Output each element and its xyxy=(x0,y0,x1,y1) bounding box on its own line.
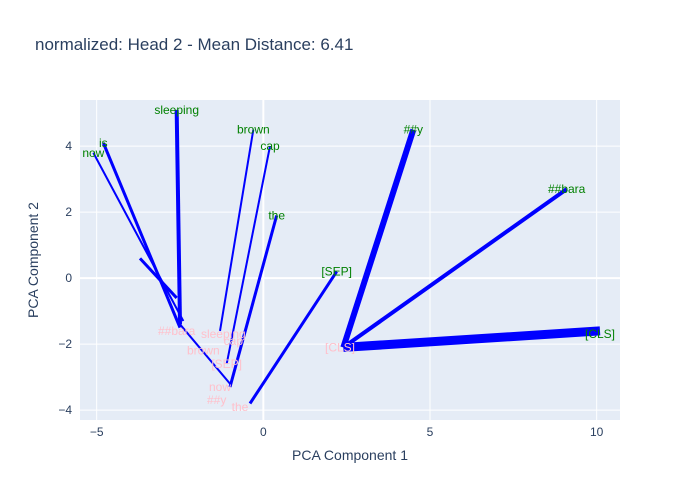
attention-edge xyxy=(225,145,271,365)
attention-edge xyxy=(174,109,182,325)
attention-edge xyxy=(343,326,601,352)
attention-edge xyxy=(340,128,417,349)
target-token-label: brown xyxy=(187,344,220,358)
chart-title: normalized: Head 2 - Mean Distance: 6.41 xyxy=(35,35,353,54)
attention-edge xyxy=(101,142,182,329)
edges xyxy=(92,109,601,405)
y-tick-label: 0 xyxy=(65,271,72,285)
attention-edge xyxy=(179,323,231,385)
target-token-label: the xyxy=(232,400,249,414)
target-token-label: [CLS] xyxy=(325,340,355,354)
attention-edge xyxy=(342,187,568,350)
plot-area xyxy=(80,100,620,420)
x-tick-label: −5 xyxy=(90,425,104,439)
y-tick-label: 2 xyxy=(65,205,72,219)
source-token-label: is xyxy=(99,136,108,150)
target-token-label: sleeping xyxy=(201,327,246,341)
source-token-label: the xyxy=(268,208,285,222)
target-token-label: ##bara xyxy=(158,324,196,338)
y-tick-label: −4 xyxy=(58,403,72,417)
source-token-label: ##bara xyxy=(548,182,586,196)
source-token-label: ##y xyxy=(404,123,423,137)
attention-edge xyxy=(228,215,279,388)
axis-ticks: −5 0 5 10 −4 −2 0 2 4 xyxy=(58,139,603,439)
x-tick-label: 0 xyxy=(260,425,267,439)
source-token-label: now xyxy=(82,146,104,160)
source-token-label: cap xyxy=(260,139,280,153)
attention-edge xyxy=(92,152,185,322)
y-tick-label: −2 xyxy=(58,337,72,351)
source-token-label: sleeping xyxy=(154,103,199,117)
target-token-label: [SEP] xyxy=(211,357,242,371)
attention-edge xyxy=(138,257,178,299)
source-token-label: [CLS] xyxy=(585,327,615,341)
x-axis-title: PCA Component 1 xyxy=(292,447,408,463)
attention-edge xyxy=(219,129,255,332)
target-token-label: cap xyxy=(224,334,244,348)
y-tick-label: 4 xyxy=(65,139,72,153)
x-tick-label: 10 xyxy=(590,425,604,439)
x-tick-label: 5 xyxy=(427,425,434,439)
target-token-label: now xyxy=(209,380,231,394)
attention-edge xyxy=(248,270,338,405)
source-token-label: brown xyxy=(237,123,270,137)
source-token-label: [SEP] xyxy=(321,265,352,279)
y-axis-title: PCA Component 2 xyxy=(25,202,41,318)
target-token-label: ##y xyxy=(207,393,226,407)
